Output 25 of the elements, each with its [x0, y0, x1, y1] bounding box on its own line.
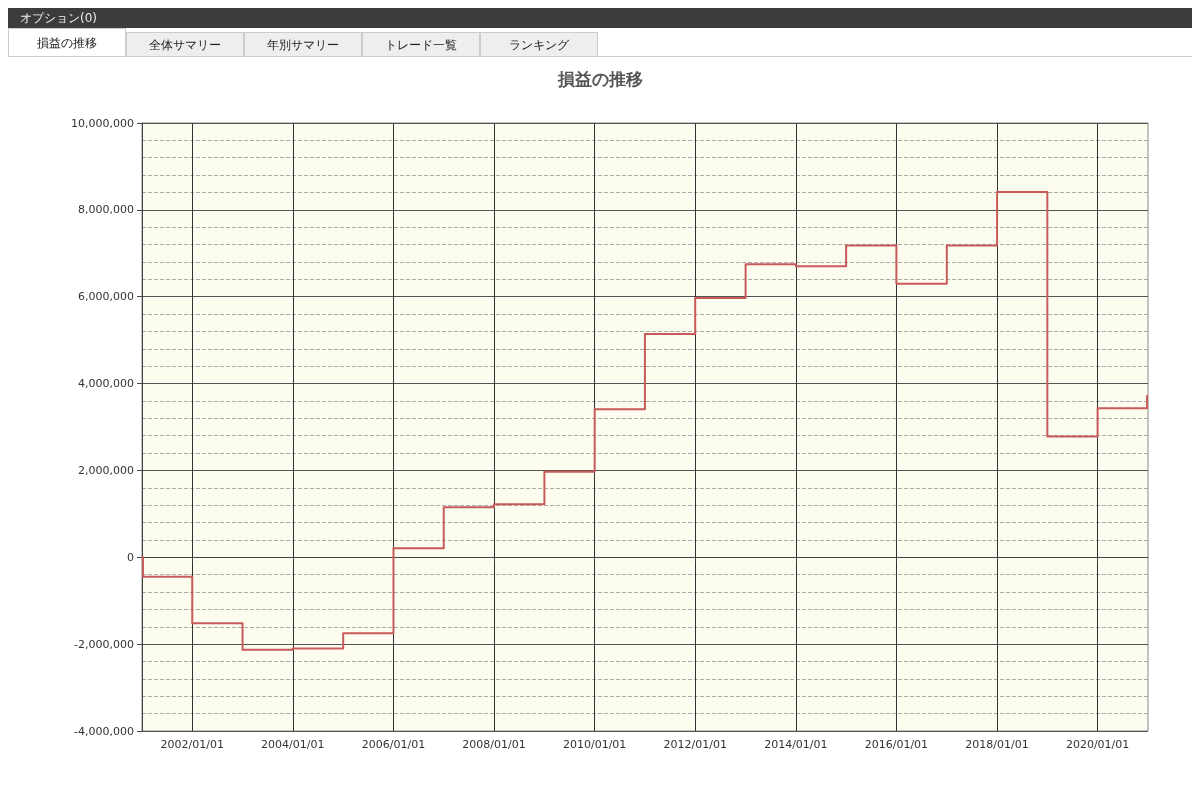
y-tick-label: -2,000,000 — [74, 637, 134, 651]
chart-title: 損益の推移 — [556, 68, 643, 89]
x-tick-label: 2002/01/01 — [160, 738, 224, 751]
text: 全体サマリー — [126, 32, 244, 56]
text: 年別サマリー — [244, 32, 362, 56]
x-tick-label: 2006/01/01 — [361, 738, 426, 751]
text: ランキング — [480, 32, 598, 56]
y-tick-label: 6,000,000 — [78, 290, 134, 304]
y-tick-label: 2,000,000 — [78, 463, 134, 477]
x-tick-label: 2014/01/01 — [764, 738, 828, 751]
x-tick-label: 2016/01/01 — [864, 738, 929, 751]
text: トレード一覧 — [362, 32, 480, 56]
text: オプション(0) — [8, 8, 1192, 28]
x-tick-label: 2010/01/01 — [562, 738, 627, 751]
y-tick-label: -4,000,000 — [74, 724, 134, 738]
text: 損益の推移 — [8, 28, 126, 56]
y-tick-label: 4,000,000 — [78, 377, 134, 391]
y-tick-label: 8,000,000 — [78, 203, 134, 217]
x-tick-label: 2020/01/01 — [1065, 738, 1130, 751]
y-tick-label: 10,000,000 — [71, 116, 134, 130]
x-tick-label: 2012/01/01 — [663, 738, 727, 751]
x-tick-label: 2018/01/01 — [965, 738, 1029, 751]
x-tick-label: 2008/01/01 — [462, 738, 526, 751]
x-tick-label: 2004/01/01 — [261, 738, 325, 751]
y-tick-label: 0 — [127, 550, 134, 564]
